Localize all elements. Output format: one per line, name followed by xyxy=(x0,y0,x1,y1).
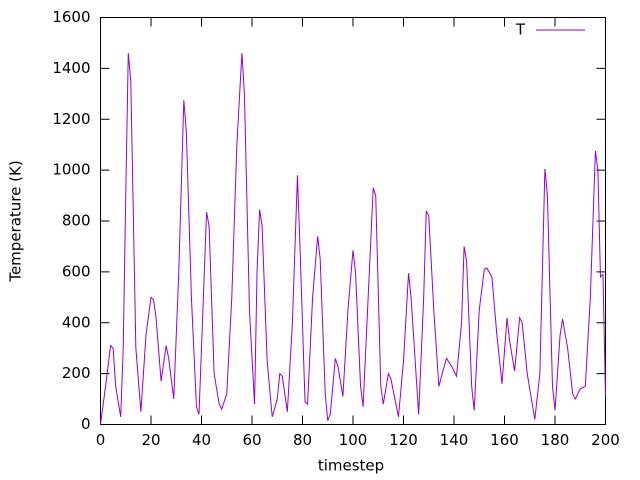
y-tick-label: 1000 xyxy=(52,161,90,179)
y-tick-label: 200 xyxy=(62,364,91,382)
x-tick-label: 0 xyxy=(96,431,106,449)
x-tick-label: 60 xyxy=(242,431,261,449)
y-tick-label: 1400 xyxy=(52,59,90,77)
x-axis-label: timestep xyxy=(318,457,384,475)
x-tick-label: 180 xyxy=(541,431,570,449)
y-tick-label: 600 xyxy=(62,262,91,280)
y-tick-label: 1600 xyxy=(52,8,90,26)
data-line xyxy=(100,53,606,425)
plot-border xyxy=(100,17,606,425)
y-tick-label: 400 xyxy=(62,313,91,331)
x-tick-label: 160 xyxy=(490,431,519,449)
x-tick-label: 40 xyxy=(192,431,211,449)
x-tick-label: 120 xyxy=(389,431,418,449)
x-tick-label: 100 xyxy=(339,431,368,449)
y-axis-label: Temperature (K) xyxy=(7,160,25,282)
x-tick-label: 20 xyxy=(141,431,160,449)
x-tick-label: 140 xyxy=(440,431,469,449)
x-tick-label: 200 xyxy=(591,431,620,449)
y-tick-label: 1200 xyxy=(52,110,90,128)
y-tick-label: 800 xyxy=(62,212,91,230)
legend-label: T xyxy=(515,21,526,39)
x-tick-label: 80 xyxy=(293,431,312,449)
y-tick-label: 0 xyxy=(81,415,91,433)
